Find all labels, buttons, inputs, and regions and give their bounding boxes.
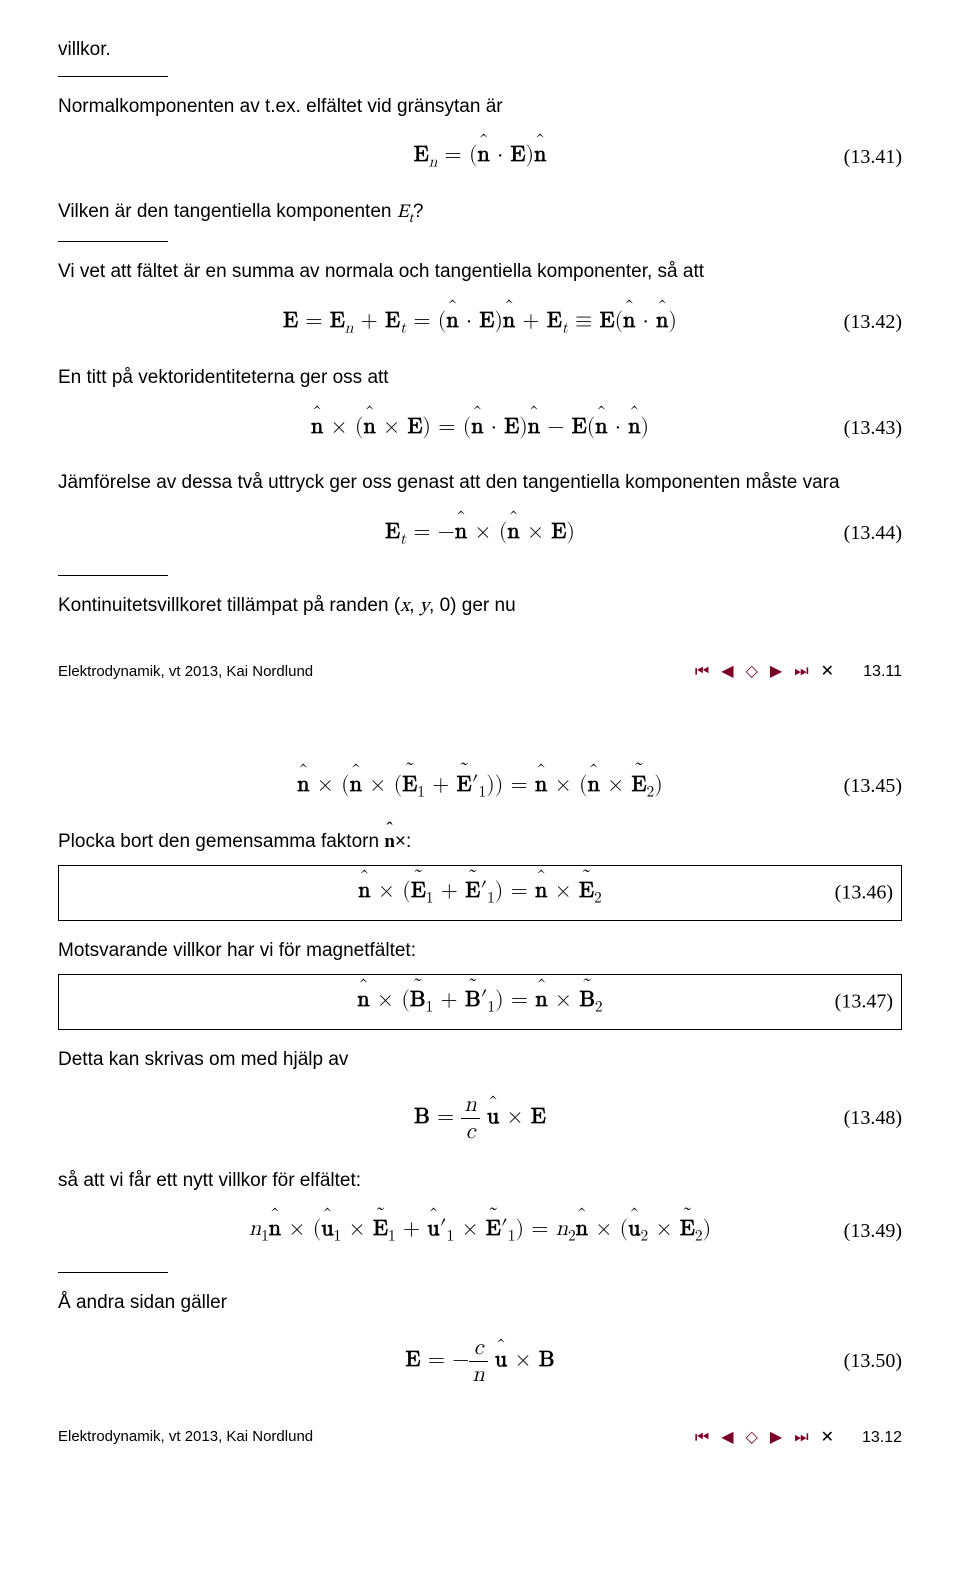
footer-page-number: 13.11	[846, 660, 902, 683]
nav-last-icon[interactable]: ⏭	[794, 660, 808, 683]
text-jamforelse: Jämförelse av dessa två uttryck ger oss …	[58, 469, 902, 497]
nav-first-icon[interactable]: ⏮	[695, 1426, 709, 1449]
page-footer: Elektrodynamik, vt 2013, Kai Nordlund ⏮ …	[58, 1426, 902, 1485]
nav-home-icon[interactable]: ◇	[746, 1426, 758, 1449]
equation-13-50: E = −cn u × B (13.50)	[58, 1337, 902, 1386]
page-1: villkor. Normalkomponenten av t.ex. elfä…	[0, 0, 960, 740]
nav-close-icon[interactable]: ✕	[821, 660, 834, 683]
eq-number: (13.43)	[844, 414, 902, 443]
nav-prev-icon[interactable]: ◀	[721, 660, 733, 683]
equation-13-45: n × (n × (E1 + E′1)) = n × (n × E2) (13.…	[58, 770, 902, 804]
nav-first-icon[interactable]: ⏮	[695, 660, 709, 683]
equation-13-42: E = En + Et = (n · E)n + Et ≡ E(n · n) (…	[58, 306, 902, 340]
rule	[58, 76, 168, 77]
nav-close-icon[interactable]: ✕	[821, 1426, 834, 1449]
eq-formula: E = −cn u × B	[406, 1337, 555, 1386]
footer-left: Elektrodynamik, vt 2013, Kai Nordlund	[58, 1426, 313, 1448]
nav-last-icon[interactable]: ⏭	[794, 1426, 808, 1449]
eq-number: (13.47)	[835, 988, 893, 1017]
footer-nav: ⏮ ◀ ◇ ▶ ⏭ ✕ 13.11	[695, 660, 902, 683]
eq-formula: En = (n · E)n	[414, 140, 547, 174]
eq-formula: E = En + Et = (n · E)n + Et ≡ E(n · n)	[283, 306, 677, 340]
rule	[58, 241, 168, 242]
text-a-andra-sidan: Å andra sidan gäller	[58, 1289, 902, 1317]
nav-prev-icon[interactable]: ◀	[721, 1426, 733, 1449]
eq-formula: n × (n × E) = (n · E)n − E(n · n)	[311, 412, 649, 444]
equation-13-49: n1n × (u1 × E1 + u′1 × E′1) = n2n × (u2 …	[58, 1214, 902, 1248]
nav-next-icon[interactable]: ▶	[770, 660, 782, 683]
page-footer: Elektrodynamik, vt 2013, Kai Nordlund ⏮ …	[58, 660, 902, 719]
footer-page-number: 13.12	[846, 1426, 902, 1449]
eq-formula: n × (E1 + E′1) = n × E2	[67, 876, 893, 910]
eq-formula: n1n × (u1 × E1 + u′1 × E′1) = n2n × (u2 …	[249, 1214, 711, 1248]
footer-nav: ⏮ ◀ ◇ ▶ ⏭ ✕ 13.12	[695, 1426, 902, 1449]
eq-number: (13.50)	[844, 1347, 902, 1376]
equation-13-47-box: n × (B1 + B′1) = n × B2 (13.47)	[58, 974, 902, 1030]
text-sa-att-vi: så att vi får ett nytt villkor för elfäl…	[58, 1167, 902, 1195]
equation-13-41: En = (n · E)n (13.41)	[58, 140, 902, 174]
text-vilken-tangentiella: Vilken är den tangentiella komponenten E…	[58, 198, 902, 229]
eq-number: (13.41)	[844, 143, 902, 172]
text-detta-kan: Detta kan skrivas om med hjälp av	[58, 1046, 902, 1074]
eq-number: (13.42)	[844, 308, 902, 337]
eq-formula: B = nc u × E	[414, 1094, 546, 1143]
nav-home-icon[interactable]: ◇	[746, 660, 758, 683]
eq-formula: n × (B1 + B′1) = n × B2	[67, 985, 893, 1019]
eq-formula: n × (n × (E1 + E′1)) = n × (n × E2)	[297, 770, 663, 804]
text-kontinuitet: Kontinuitetsvillkoret tillämpat på rande…	[58, 592, 902, 621]
eq-formula: Et = −n × (n × E)	[385, 517, 575, 551]
rule	[58, 575, 168, 576]
eq-number: (13.44)	[844, 519, 902, 548]
equation-13-44: Et = −n × (n × E) (13.44)	[58, 517, 902, 551]
text-motsvarande: Motsvarande villkor har vi för magnetfäl…	[58, 937, 902, 965]
eq-number: (13.45)	[844, 772, 902, 801]
equation-13-46-box: n × (E1 + E′1) = n × E2 (13.46)	[58, 865, 902, 921]
nav-next-icon[interactable]: ▶	[770, 1426, 782, 1449]
eq-number: (13.46)	[835, 878, 893, 907]
eq-number: (13.49)	[844, 1217, 902, 1246]
eq-number: (13.48)	[844, 1104, 902, 1133]
equation-13-43: n × (n × E) = (n · E)n − E(n · n) (13.43…	[58, 411, 902, 445]
page-2: n × (n × (E1 + E′1)) = n × (n × E2) (13.…	[0, 740, 960, 1505]
equation-13-48: B = nc u × E (13.48)	[58, 1094, 902, 1143]
text-vi-vet-att: Vi vet att fältet är en summa av normala…	[58, 258, 902, 286]
rule	[58, 1272, 168, 1273]
footer-left: Elektrodynamik, vt 2013, Kai Nordlund	[58, 661, 313, 683]
text-normalkomponenten: Normalkomponenten av t.ex. elfältet vid …	[58, 93, 902, 121]
text-en-titt: En titt på vektoridentiteterna ger oss a…	[58, 364, 902, 392]
text-villkor: villkor.	[58, 36, 902, 64]
text-plocka-bort: Plocka bort den gemensamma faktorn n×:	[58, 828, 902, 856]
